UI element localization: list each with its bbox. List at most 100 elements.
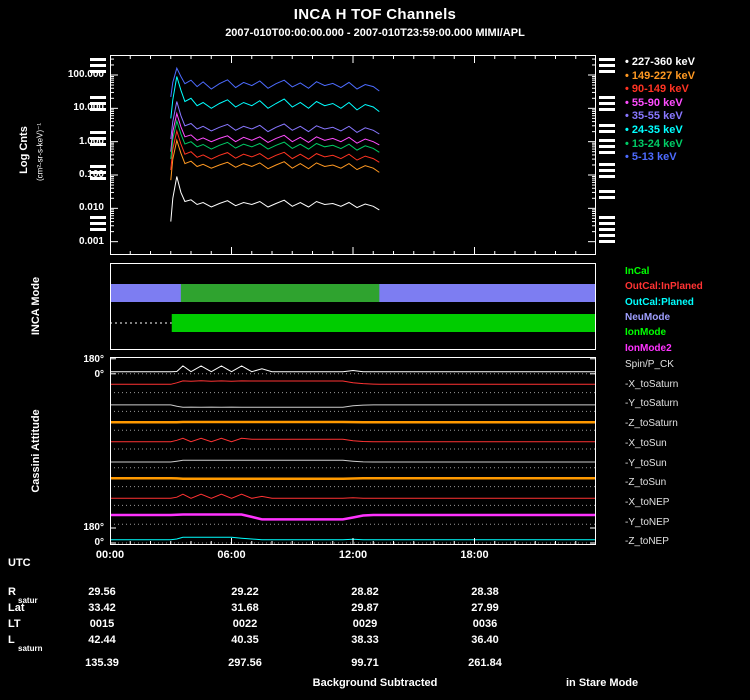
edge-mark-left [90,96,106,99]
edge-mark-right [599,108,615,111]
edge-mark-right [599,163,615,166]
edge-mark-left [90,64,106,67]
edge-mark-right [599,70,615,73]
legend-item-55-90keV: • 55-90 keV [625,97,683,109]
legend-item-24-35keV: • 24-35 keV [625,124,683,136]
edge-mark-right [599,196,615,199]
edge-mark-left [90,228,106,231]
ephemeris-value: 27.99 [450,602,520,614]
ephemeris-value: 33.42 [67,602,137,614]
edge-mark-left [90,171,106,174]
legend-item-227-360keV: • 227-360 keV [625,56,695,68]
ephemeris-row-label-LT: LT [8,618,21,630]
edge-mark-left [90,131,106,134]
ephemeris-value: 297.56 [210,657,280,669]
ephemeris-row-label-Lsaturn: Lsaturn [8,634,42,653]
ephemeris-value: 36.40 [450,634,520,646]
edge-mark-right [599,216,615,219]
utc-label: UTC [8,557,31,569]
edge-mark-right [599,175,615,178]
attitude-label-YtoSun: -Y_toSun [625,458,667,469]
legend-item-5-13keV: • 5-13 keV [625,151,677,163]
page-title: INCA H TOF Channels [0,6,750,23]
attitude-label-XtoNEP: -X_toNEP [625,497,669,508]
mode-label-IonMode2: IonMode2 [625,343,672,354]
attitude-y-tick-label: 0° [42,537,104,548]
edge-mark-right [599,228,615,231]
edge-mark-left [90,102,106,105]
mode-label-IonMode: IonMode [625,327,666,338]
edge-mark-right [599,234,615,237]
y-axis-tick-label: 0.001 [42,236,104,247]
attitude-label-YtoSaturn: -Y_toSaturn [625,398,678,409]
edge-mark-left [90,216,106,219]
ephemeris-value: 31.68 [210,602,280,614]
edge-mark-right [599,130,615,133]
legend-item-35-55keV: • 35-55 keV [625,110,683,122]
attitude-label-XtoSaturn: -X_toSaturn [625,379,678,390]
ephemeris-value: 28.82 [330,586,400,598]
edge-mark-right [599,64,615,67]
edge-mark-right [599,240,615,243]
x-axis-tick-label: 18:00 [445,549,505,561]
ephemeris-value: 135.39 [67,657,137,669]
edge-mark-right [599,145,615,148]
ephemeris-value: 0029 [330,618,400,630]
footer-note-stare-mode: in Stare Mode [566,677,638,689]
legend-item-149-227keV: • 149-227 keV [625,70,695,82]
ephemeris-value: 261.84 [450,657,520,669]
attitude-label-ZtoNEP: -Z_toNEP [625,536,669,547]
edge-mark-right [599,190,615,193]
edge-mark-left [90,70,106,73]
edge-mark-right [599,58,615,61]
y-axis-label-cassini-attitude: Cassini Attitude [30,409,42,492]
mode-label-NeuMode: NeuMode [625,312,670,323]
ephemeris-value: 40.35 [210,634,280,646]
ephemeris-row-label-Lat: Lat [8,602,25,614]
ephemeris-value: 29.56 [67,586,137,598]
inca-tof-figure: INCA H TOF Channels 2007-010T00:00:00.00… [0,0,750,700]
edge-mark-right [599,151,615,154]
ephemeris-value: 0015 [67,618,137,630]
ephemeris-value: 42.44 [67,634,137,646]
attitude-y-tick-label: 180° [42,354,104,365]
mode-label-OutCalPlaned: OutCal:Planed [625,297,694,308]
ephemeris-value: 29.87 [330,602,400,614]
inca-mode-plot [110,263,596,350]
edge-mark-left [90,108,106,111]
edge-mark-left [90,165,106,168]
y-axis-label-counts: Log Cnts [18,126,30,174]
edge-mark-right [599,96,615,99]
attitude-label-YtoNEP: -Y_toNEP [625,517,669,528]
mode-label-OutCalInPlaned: OutCal:InPlaned [625,281,703,292]
attitude-label-ZtoSaturn: -Z_toSaturn [625,418,678,429]
ephemeris-value: 29.22 [210,586,280,598]
attitude-label-XtoSun: -X_toSun [625,438,667,449]
legend-item-90-149keV: • 90-149 keV [625,83,689,95]
ephemeris-value: 0022 [210,618,280,630]
y-axis-label-inca-mode: INCA Mode [30,277,42,335]
edge-mark-left [90,58,106,61]
edge-mark-right [599,102,615,105]
mode-label-InCal: InCal [625,266,649,277]
ephemeris-value: 99.71 [330,657,400,669]
edge-mark-left [90,137,106,140]
attitude-label-ZtoSun: -Z_toSun [625,477,666,488]
edge-mark-right [599,124,615,127]
ephemeris-value: 28.38 [450,586,520,598]
x-axis-tick-label: 00:00 [80,549,140,561]
attitude-plot [110,357,596,545]
attitude-y-tick-label: 180° [42,522,104,533]
time-range-subtitle: 2007-010T00:00:00.000 - 2007-010T23:59:0… [0,27,750,39]
edge-mark-left [90,177,106,180]
x-axis-tick-label: 06:00 [202,549,262,561]
edge-mark-right [599,222,615,225]
legend-item-13-24keV: • 13-24 keV [625,138,683,150]
edge-mark-right [599,139,615,142]
attitude-label-SpinPCK: Spin/P_CK [625,359,674,370]
counts-plot [110,55,596,255]
attitude-y-tick-label: 0° [42,369,104,380]
edge-mark-left [90,222,106,225]
edge-mark-right [599,169,615,172]
y-axis-tick-label: 0.010 [42,202,104,213]
